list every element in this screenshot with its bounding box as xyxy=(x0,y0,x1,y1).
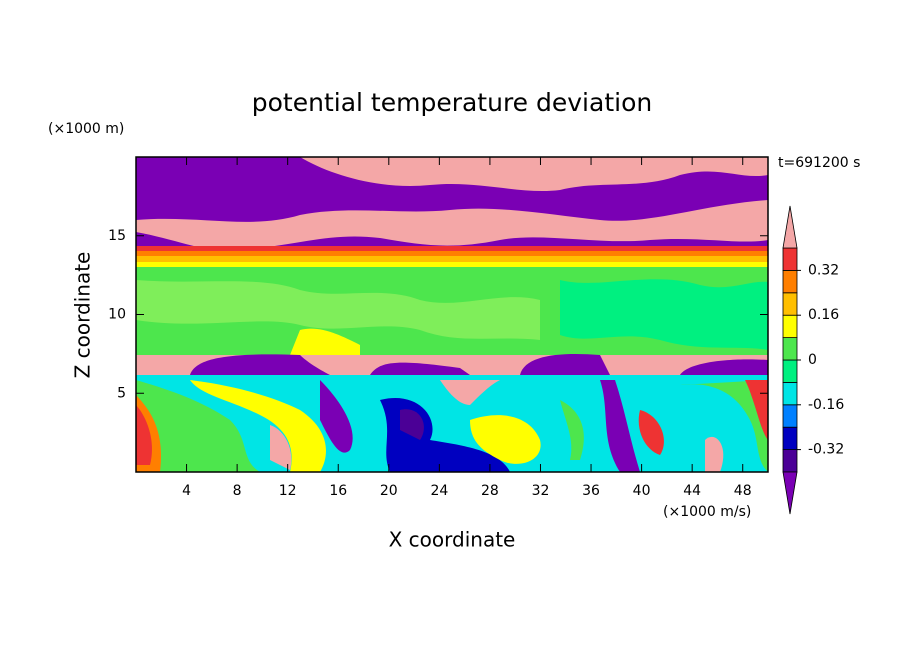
field-region xyxy=(320,380,353,453)
field-region xyxy=(560,279,768,350)
colorbar-segment xyxy=(782,426,798,451)
field-region xyxy=(136,157,240,195)
field-region xyxy=(745,380,768,440)
colorbar-segment xyxy=(782,292,798,316)
x-tick-label: 36 xyxy=(582,483,600,499)
x-tick-label: 4 xyxy=(182,483,191,499)
x-tick-label: 44 xyxy=(683,483,701,499)
field-region xyxy=(400,409,424,440)
colorbar-tick-label: 0 xyxy=(808,352,817,368)
field-region xyxy=(560,400,584,460)
field-region xyxy=(136,380,260,472)
field-region xyxy=(136,246,768,251)
y-tick-label: 10 xyxy=(108,307,126,323)
time-label: t=691200 s xyxy=(778,155,860,171)
colorbar-segment xyxy=(782,247,798,271)
field-region xyxy=(136,262,768,267)
field-region xyxy=(600,380,640,472)
colorbar-segment xyxy=(782,449,798,473)
field-region xyxy=(705,436,724,472)
field-region xyxy=(470,415,541,464)
field-region xyxy=(638,410,664,455)
x-tick-label: 16 xyxy=(329,483,347,499)
colorbar-extension xyxy=(782,205,798,249)
field-region xyxy=(680,380,768,472)
colorbar-segment xyxy=(782,269,798,294)
field-region xyxy=(136,200,768,250)
x-axis-title: X coordinate xyxy=(389,528,516,552)
colorbar-segment xyxy=(782,381,798,406)
field-region xyxy=(290,328,360,355)
y-tick-label: 15 xyxy=(108,228,126,244)
y-tick-label: 5 xyxy=(117,385,126,401)
colorbar-tick-label: 0.32 xyxy=(808,262,839,278)
colorbar-tick-label: -0.16 xyxy=(808,397,844,413)
y-axis-title: Z coordinate xyxy=(71,252,95,379)
field-region xyxy=(136,280,540,340)
x-tick-label: 8 xyxy=(233,483,242,499)
x-tick-label: 20 xyxy=(380,483,398,499)
colorbar-segment xyxy=(782,404,798,428)
x-tick-label: 48 xyxy=(734,483,752,499)
field-region xyxy=(270,425,292,470)
colorbar-tick-label: -0.32 xyxy=(808,442,844,458)
colorbar-tick-label: 0.16 xyxy=(808,307,839,323)
x-tick-label: 12 xyxy=(279,483,297,499)
contour-field xyxy=(136,157,768,472)
x-tick-label: 40 xyxy=(633,483,651,499)
field-region xyxy=(190,380,326,472)
field-region xyxy=(190,354,768,375)
x-tick-label: 32 xyxy=(532,483,550,499)
x-tick-label: 24 xyxy=(430,483,448,499)
x-tick-label: 28 xyxy=(481,483,499,499)
field-region xyxy=(136,256,768,262)
field-region xyxy=(136,251,768,256)
field-region xyxy=(136,405,152,465)
y-unit: (×1000 m) xyxy=(48,121,124,137)
colorbar-segment xyxy=(782,337,798,361)
field-region xyxy=(440,380,500,405)
colorbar-extension xyxy=(782,471,798,515)
field-region xyxy=(136,157,768,192)
colorbar-segment xyxy=(782,359,798,383)
colorbar-segment xyxy=(782,314,798,339)
x-unit: (×1000 m/s) xyxy=(663,504,751,520)
chart-title: potential temperature deviation xyxy=(252,88,652,117)
